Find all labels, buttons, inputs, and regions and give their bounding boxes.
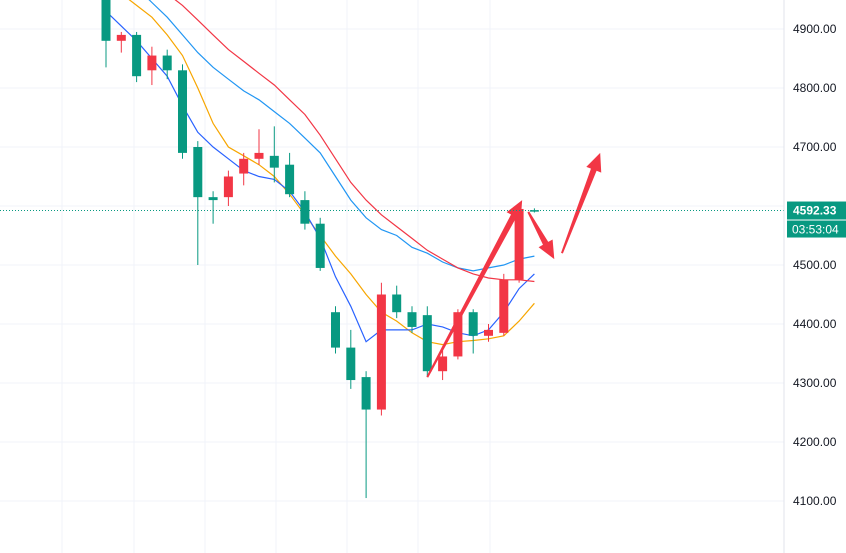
- candle-body: [116, 34, 126, 41]
- arrow-shape: [426, 200, 523, 378]
- current-price-label: 4592.33: [793, 204, 837, 218]
- axis-background: [784, 0, 846, 553]
- candle: [331, 306, 340, 354]
- candle-body: [376, 294, 386, 410]
- y-tick-label: 4500.00: [793, 258, 837, 272]
- candle-body: [285, 164, 295, 195]
- candle-body: [162, 55, 172, 71]
- candle: [468, 309, 478, 354]
- candle-body: [147, 55, 157, 71]
- arrow-shape: [527, 211, 555, 260]
- candle-body: [254, 152, 264, 159]
- candle: [346, 329, 356, 389]
- annotations: [426, 152, 602, 378]
- candles: [101, 0, 539, 499]
- candle-body: [392, 294, 402, 313]
- candle: [499, 273, 509, 336]
- candle-body: [269, 155, 279, 168]
- arrow-2: [527, 211, 555, 260]
- candle-body: [514, 208, 524, 280]
- candle: [392, 285, 402, 319]
- candle: [315, 217, 325, 271]
- candle-body: [422, 315, 432, 372]
- candle: [269, 126, 279, 183]
- candle: [422, 306, 432, 378]
- candle-body: [178, 70, 187, 153]
- y-tick-label: 4700.00: [793, 140, 837, 154]
- current-price-tag: 4592.33 03:53:04: [787, 201, 846, 238]
- ma-line-4: [174, 0, 535, 283]
- candle-body: [361, 377, 371, 410]
- candle-body: [484, 329, 493, 336]
- candle-body: [407, 312, 417, 327]
- candle-body: [453, 312, 463, 357]
- candle: [116, 31, 126, 53]
- price-axis[interactable]: 4900.00 4800.00 4700.00 4500.00 4400.00 4300.…: [783, 0, 846, 553]
- ma-line-3: [148, 0, 535, 272]
- y-tick-label: 4400.00: [793, 317, 837, 331]
- candle-body: [132, 34, 142, 77]
- candle-body: [315, 223, 325, 268]
- candle-body: [223, 176, 233, 198]
- candle: [208, 191, 218, 224]
- candle: [300, 191, 310, 230]
- candle: [193, 141, 203, 265]
- candle-body: [239, 158, 249, 174]
- candle-body: [346, 347, 356, 381]
- candle-body: [331, 312, 340, 348]
- candle-body: [193, 147, 203, 198]
- arrow-1: [426, 200, 523, 378]
- y-tick-label: 4100.00: [793, 494, 837, 508]
- countdown-badge: [787, 220, 846, 238]
- candle: [101, 0, 111, 68]
- current-price-badge: [787, 201, 846, 220]
- candle-body: [208, 197, 218, 201]
- candle: [407, 306, 417, 333]
- candle: [147, 46, 157, 86]
- candle: [438, 350, 448, 381]
- candle: [162, 49, 172, 80]
- candle-body: [101, 0, 111, 41]
- y-tick-label: 4900.00: [793, 22, 837, 36]
- candle-body: [300, 200, 310, 224]
- candle: [239, 152, 249, 186]
- candle: [484, 324, 493, 342]
- candle: [361, 371, 371, 499]
- arrow-3: [561, 152, 602, 254]
- candle: [178, 64, 187, 159]
- y-tick-label: 4300.00: [793, 376, 837, 390]
- candle-body: [438, 356, 448, 372]
- candle: [223, 170, 233, 206]
- countdown-label: 03:53:04: [792, 223, 839, 237]
- candle-body: [499, 279, 509, 333]
- candle: [254, 129, 264, 165]
- arrow-shape: [561, 152, 602, 254]
- candle: [285, 152, 295, 198]
- y-tick-label: 4800.00: [793, 81, 837, 95]
- candle: [376, 282, 386, 416]
- grid: [0, 0, 784, 553]
- y-tick-label: 4200.00: [793, 435, 837, 449]
- candle: [132, 31, 142, 83]
- candle-body: [468, 312, 478, 336]
